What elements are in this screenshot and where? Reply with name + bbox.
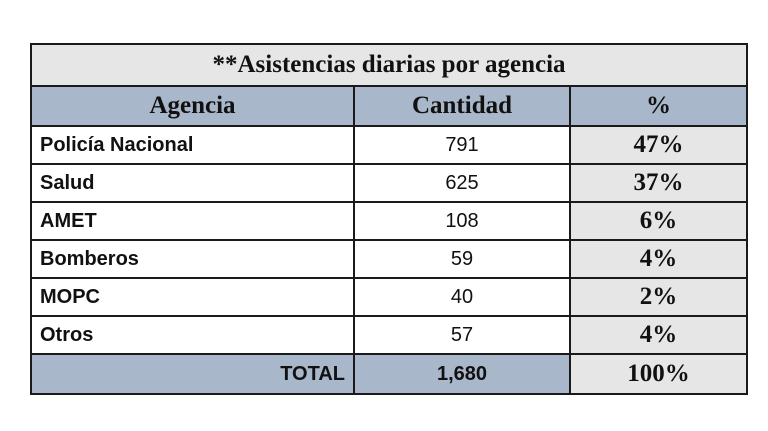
table-row: Policía Nacional 791 47% — [30, 125, 749, 165]
table-header-row: Agencia Cantidad % — [30, 85, 749, 127]
table-row: MOPC 40 2% — [30, 277, 749, 317]
total-quantity: 1,680 — [353, 353, 571, 395]
table-title-row: **Asistencias diarias por agencia — [29, 43, 749, 87]
agency-quantity: 59 — [353, 239, 571, 279]
agency-percent: 2% — [568, 277, 749, 317]
agency-table-container: **Asistencias diarias por agencia Agenci… — [29, 43, 749, 395]
table-row: Bomberos 59 4% — [30, 239, 749, 279]
agency-quantity: 57 — [353, 315, 571, 355]
agency-quantity: 791 — [353, 125, 571, 165]
agency-percent: 6% — [568, 201, 749, 241]
agency-name: Bomberos — [30, 239, 355, 279]
table-row: AMET 108 6% — [30, 201, 749, 241]
agency-percent: 47% — [568, 125, 749, 165]
table-title: **Asistencias diarias por agencia — [29, 43, 749, 87]
agency-name: MOPC — [30, 277, 355, 317]
agency-quantity: 625 — [353, 163, 571, 203]
agency-quantity: 40 — [353, 277, 571, 317]
agency-name: Salud — [30, 163, 355, 203]
total-label: TOTAL — [30, 353, 355, 395]
header-quantity: Cantidad — [353, 85, 571, 127]
table-row: Salud 625 37% — [30, 163, 749, 203]
total-row: TOTAL 1,680 100% — [30, 353, 749, 395]
agency-assistance-table: **Asistencias diarias por agencia Agenci… — [29, 43, 749, 395]
agency-percent: 4% — [568, 239, 749, 279]
agency-percent: 37% — [568, 163, 749, 203]
agency-name: AMET — [30, 201, 355, 241]
header-agency: Agencia — [30, 85, 355, 127]
total-percent: 100% — [568, 353, 749, 395]
agency-quantity: 108 — [353, 201, 571, 241]
agency-name: Policía Nacional — [30, 125, 355, 165]
header-percent: % — [568, 85, 749, 127]
table-row: Otros 57 4% — [30, 315, 749, 355]
agency-name: Otros — [30, 315, 355, 355]
agency-percent: 4% — [568, 315, 749, 355]
